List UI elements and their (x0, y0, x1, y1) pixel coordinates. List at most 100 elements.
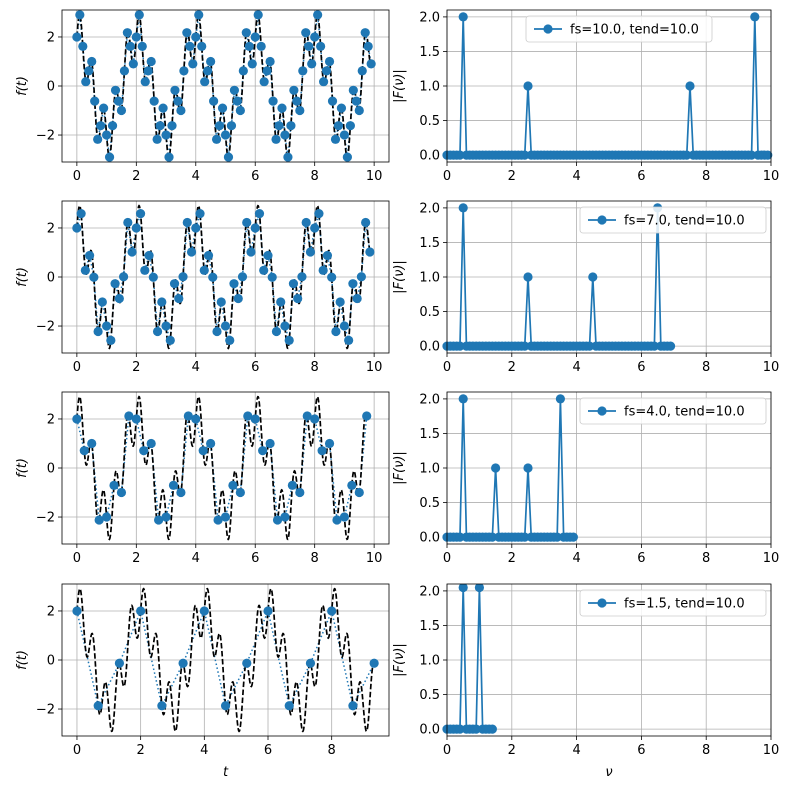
sample-point (214, 121, 225, 131)
x-tick-label: 10 (366, 169, 383, 184)
axes-frame (61, 583, 390, 737)
y-axis-label: |F(ν)| (392, 451, 407, 485)
sample-point (250, 414, 260, 424)
spectrum-point (588, 272, 598, 282)
y-tick-label: 2.0 (419, 201, 440, 216)
sample-point (321, 66, 332, 76)
sample-point (347, 480, 357, 490)
sample-point (330, 134, 341, 144)
legend: fs=1.5, tend=10.0 (579, 589, 767, 617)
y-tick-label: −2 (36, 703, 55, 718)
sample-point (154, 515, 164, 525)
x-tick-label: 6 (637, 169, 645, 184)
sample-point (293, 293, 303, 304)
y-tick-label: 0.0 (419, 149, 440, 164)
spectrum-point (458, 584, 468, 593)
x-tick-label: 6 (637, 743, 645, 758)
sample-point (310, 223, 320, 233)
sample-point (146, 56, 156, 67)
sample-point (143, 66, 153, 76)
sample-point (152, 134, 162, 144)
sample-point (324, 438, 335, 449)
x-tick-label: 0 (73, 360, 81, 375)
x-tick-label: 8 (311, 360, 319, 375)
sample-point (195, 209, 205, 219)
sample-point (339, 512, 350, 522)
y-tick-label: 2.0 (419, 10, 440, 25)
plot-area (442, 12, 773, 160)
sample-point (122, 28, 132, 38)
y-tick-label: 1.0 (419, 654, 440, 669)
plot-area (442, 203, 676, 351)
sample-point (135, 209, 146, 219)
sample-point (220, 701, 231, 711)
y-tick-label: 1.0 (419, 271, 440, 286)
spectrum-point (458, 394, 468, 404)
x-tick-label: 10 (763, 169, 780, 184)
sample-point (194, 10, 204, 20)
y-tick-label: 0 (47, 271, 55, 286)
spectrum-point (649, 341, 659, 351)
continuous-signal-line (76, 587, 375, 733)
y-tick-label: 0.0 (419, 723, 440, 738)
legend-marker (597, 215, 607, 225)
x-tick-label: 2 (137, 743, 145, 758)
sample-point (351, 96, 361, 106)
sample-point (286, 121, 296, 131)
sample-point (155, 121, 165, 131)
sample-point (284, 335, 294, 345)
spectrum-point (455, 532, 465, 542)
sample-point (229, 85, 240, 95)
sample-point (339, 321, 350, 331)
sample-point (76, 209, 86, 219)
spectrum-point (552, 532, 562, 542)
sample-point (304, 41, 314, 51)
sample-point (287, 480, 297, 490)
subplot-freq-fs10: 0 2 4 6 8 10 0.0 0.5 1.0 1.5 2.0 |F(ν)| fs=10.0, ten… (392, 9, 780, 184)
x-tick-label: 2 (508, 743, 516, 758)
sample-point (183, 411, 193, 421)
axes-frame (446, 9, 772, 163)
sample-point (247, 59, 257, 69)
sample-point (123, 217, 133, 228)
sample-point (369, 658, 379, 668)
sample-point (157, 297, 167, 307)
x-tick-label: 10 (763, 360, 780, 375)
sample-point (101, 130, 112, 140)
sample-point (125, 41, 135, 51)
sample-point (354, 487, 364, 498)
subplot-time-fs4: 0 2 4 6 8 10 −2 0 2 f(t) (15, 391, 390, 566)
y-tick-label: 2 (47, 412, 55, 427)
sample-point (265, 56, 275, 67)
y-axis-label: f(t) (15, 76, 30, 96)
x-tick-label: 8 (702, 360, 710, 375)
sample-point (79, 446, 89, 456)
sample-point (188, 59, 198, 69)
sample-point (113, 96, 124, 106)
y-tick-label: 0 (47, 654, 55, 669)
sample-point (131, 223, 141, 233)
sample-point (233, 293, 243, 304)
spectrum-point (487, 724, 497, 734)
sample-point (237, 272, 248, 282)
sample-point (176, 105, 186, 116)
sample-point (301, 28, 311, 38)
subplot-freq-fs7: 0 2 4 6 8 10 0.0 0.5 1.0 1.5 2.0 |F(ν)| fs=7.0, tend… (392, 200, 780, 375)
y-axis-label: |F(ν)| (392, 260, 407, 294)
sample-point (176, 487, 186, 498)
sample-point (253, 10, 263, 20)
legend: fs=7.0, tend=10.0 (579, 206, 767, 234)
sample-point (93, 701, 103, 711)
sample-point (271, 326, 282, 337)
legend-box (579, 397, 767, 425)
y-axis-label: f(t) (15, 650, 30, 670)
sample-point (305, 247, 316, 257)
axes-frame (61, 200, 390, 354)
legend-box (579, 589, 767, 617)
x-tick-label: 8 (311, 551, 319, 566)
sample-point (284, 701, 294, 711)
x-tick-label: 4 (192, 551, 200, 566)
plot-area (72, 395, 372, 541)
spectrum-point (491, 463, 501, 473)
